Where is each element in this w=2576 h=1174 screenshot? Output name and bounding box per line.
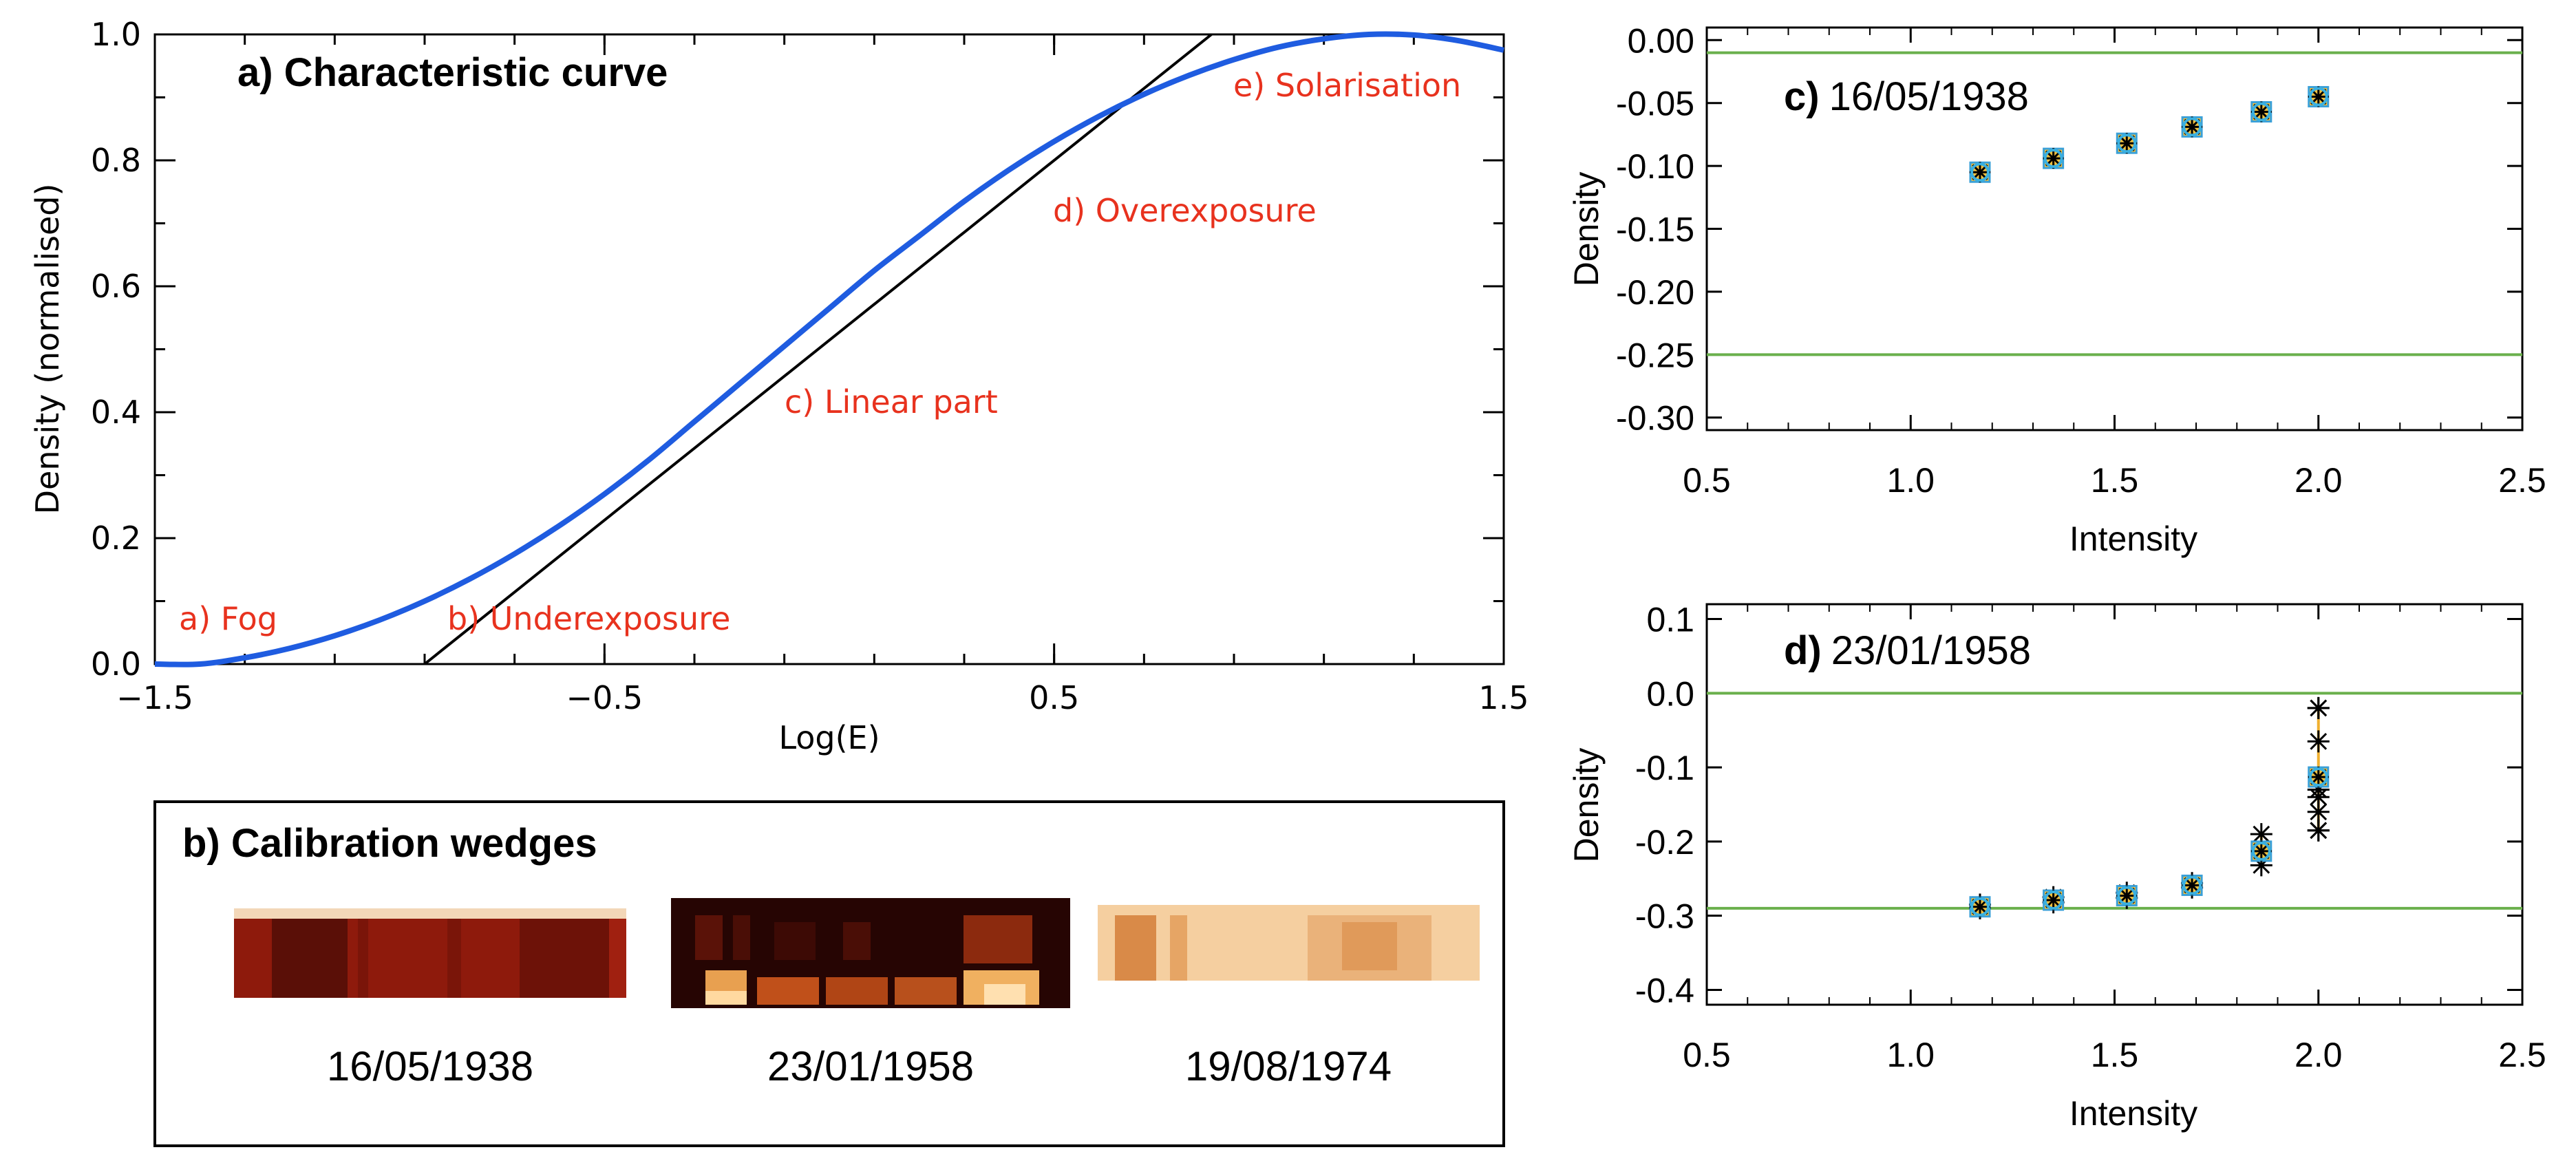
annotation-overexposure: d) Overexposure <box>1053 192 1317 229</box>
data-point-circle <box>2182 117 2202 137</box>
y-tick-label-a: 0.4 <box>91 394 141 431</box>
y-tick-label: 0.1 <box>1646 601 1694 639</box>
annotation-fog: a) Fog <box>179 600 277 637</box>
data-point-circle <box>2043 149 2063 169</box>
panel-a-plot-frame <box>153 33 1505 665</box>
data-point-star <box>2307 730 2330 753</box>
data-point-circle <box>1970 162 1990 182</box>
x-axis-title-c: Intensity <box>2069 520 2197 558</box>
panel-c: 0.5 1.0 1.5 2.0 2.5 0.00 -0.05 -0.10 -0.15 -0.20 -… <box>1567 21 2546 558</box>
wedge-label-1938: 16/05/1938 <box>327 1043 533 1089</box>
x-tick-label-a: 0.5 <box>1029 679 1079 716</box>
y-tick-label: -0.15 <box>1616 211 1694 249</box>
panel-d-label: d) 23/01/1958 <box>1784 628 2031 673</box>
x-tick-label: 2.5 <box>2498 1036 2546 1074</box>
data-point-circle <box>2308 767 2328 787</box>
y-tick-label: 0.0 <box>1646 674 1694 713</box>
wedge-image-1938 <box>234 908 626 998</box>
y-axis-title-c: Density <box>1567 172 1606 287</box>
panel-b: b) Calibration wedges <box>153 800 1505 1147</box>
panel-a: −1.5 −0.5 0.5 1.5 0.0 0.2 0.4 0.6 0.8 1.0 a) Char… <box>29 16 1529 756</box>
data-point-star <box>2307 819 2330 842</box>
x-tick-label-a: −0.5 <box>566 679 643 716</box>
annotation-solarisation: e) Solarisation <box>1233 67 1461 104</box>
x-tick-label: 0.5 <box>1683 461 1731 500</box>
panel-b-frame <box>153 800 1505 1147</box>
y-tick-label: -0.3 <box>1635 897 1694 936</box>
panel-d: 0.5 1.0 1.5 2.0 2.5 0.1 0.0 -0.1 -0.2 -0.3 -0.4 d)… <box>1567 601 2546 1133</box>
characteristic-curve <box>154 31 1504 668</box>
wedge-image-1958 <box>671 898 1070 1008</box>
annotation-linear-part: c) Linear part <box>785 383 998 420</box>
y-tick-label: -0.4 <box>1635 971 1694 1010</box>
y-tick-label: -0.25 <box>1616 336 1694 374</box>
wedge-label-1958: 23/01/1958 <box>767 1043 974 1089</box>
data-point-circle <box>2043 890 2063 910</box>
y-tick-label-a: 0.0 <box>91 645 141 683</box>
y-tick-label: -0.1 <box>1635 749 1694 787</box>
data-point-circle <box>2251 102 2271 122</box>
x-tick-label-a: −1.5 <box>116 679 193 716</box>
y-tick-label-a: 0.6 <box>91 268 141 305</box>
annotation-underexposure: b) Underexposure <box>447 600 730 637</box>
panel-d-plot-frame <box>1705 603 2524 1006</box>
data-point-circle <box>2117 134 2137 153</box>
y-tick-label: 0.00 <box>1628 21 1694 60</box>
panel-c-label: c) 16/05/1938 <box>1784 74 2029 119</box>
wedge-image-1974 <box>1098 905 1480 981</box>
panel-b-title: b) Calibration wedges <box>182 821 597 866</box>
x-tick-label-a: 1.5 <box>1478 679 1529 716</box>
y-tick-label-a: 1.0 <box>91 16 141 53</box>
data-point-star <box>2250 823 2272 846</box>
y-tick-label: -0.20 <box>1616 273 1694 312</box>
y-tick-label: -0.30 <box>1616 399 1694 438</box>
x-tick-label: 2.0 <box>2295 461 2343 500</box>
tangent-line <box>423 33 1213 665</box>
x-tick-label: 1.5 <box>2091 461 2139 500</box>
x-tick-label: 1.0 <box>1886 1036 1935 1074</box>
x-tick-label: 0.5 <box>1683 1036 1731 1074</box>
y-axis-title-d: Density <box>1567 748 1606 863</box>
x-axis-title-a: Log(E) <box>778 719 880 756</box>
data-point-circle <box>1970 897 1990 917</box>
data-point-circle <box>2308 87 2328 107</box>
y-tick-label-a: 0.8 <box>91 142 141 179</box>
x-tick-label: 2.0 <box>2295 1036 2343 1074</box>
x-tick-label: 2.5 <box>2498 461 2546 500</box>
data-point-circle <box>2251 841 2271 861</box>
x-tick-label: 1.5 <box>2091 1036 2139 1074</box>
panel-a-title: a) Characteristic curve <box>237 50 668 95</box>
data-point-circle <box>2117 886 2137 906</box>
y-tick-label: -0.10 <box>1616 147 1694 186</box>
wedge-label-1974: 19/08/1974 <box>1185 1043 1392 1089</box>
y-axis-title-a: Density (normalised) <box>29 184 66 515</box>
data-point-star <box>2307 696 2330 719</box>
data-point-circle <box>2182 875 2202 895</box>
x-tick-label: 1.0 <box>1886 461 1935 500</box>
y-tick-label-a: 0.2 <box>91 520 141 557</box>
y-tick-label: -0.2 <box>1635 823 1694 862</box>
y-tick-label: -0.05 <box>1616 85 1694 123</box>
x-axis-title-d: Intensity <box>2069 1094 2197 1133</box>
